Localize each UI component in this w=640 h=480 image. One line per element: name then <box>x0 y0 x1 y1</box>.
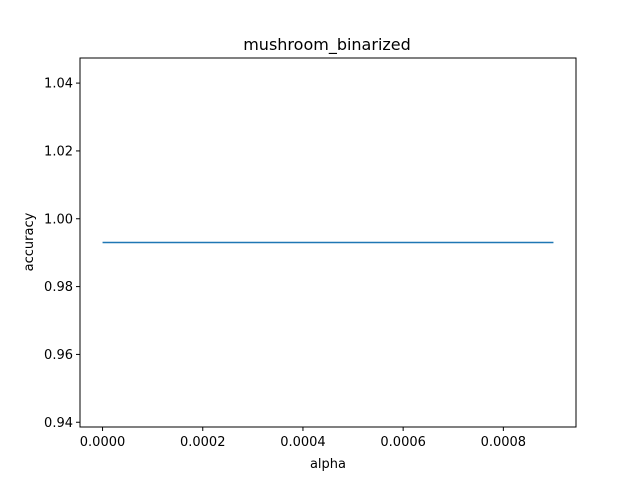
y-axis-ticks: 0.94 0.96 0.98 1.00 1.02 1.04 <box>44 77 80 431</box>
y-tick-label: 0.96 <box>44 348 73 363</box>
y-tick-label: 1.00 <box>44 212 73 227</box>
x-tick-label: 0.0004 <box>280 435 326 450</box>
x-tick-label: 0.0008 <box>481 435 527 450</box>
y-tick-label: 1.02 <box>44 144 73 159</box>
y-tick-label: 1.04 <box>44 77 73 92</box>
y-tick-label: 0.98 <box>44 280 73 295</box>
x-tick-label: 0.0002 <box>180 435 226 450</box>
chart-title: mushroom_binarized <box>243 35 411 55</box>
x-axis-label: alpha <box>310 457 346 472</box>
x-tick-label: 0.0006 <box>380 435 426 450</box>
x-axis-ticks: 0.0000 0.0002 0.0004 0.0006 0.0008 <box>80 427 526 450</box>
x-tick-label: 0.0000 <box>80 435 126 450</box>
plot-frame <box>79 57 577 428</box>
y-axis-label: accuracy <box>22 212 37 271</box>
y-tick-label: 0.94 <box>44 416 73 431</box>
